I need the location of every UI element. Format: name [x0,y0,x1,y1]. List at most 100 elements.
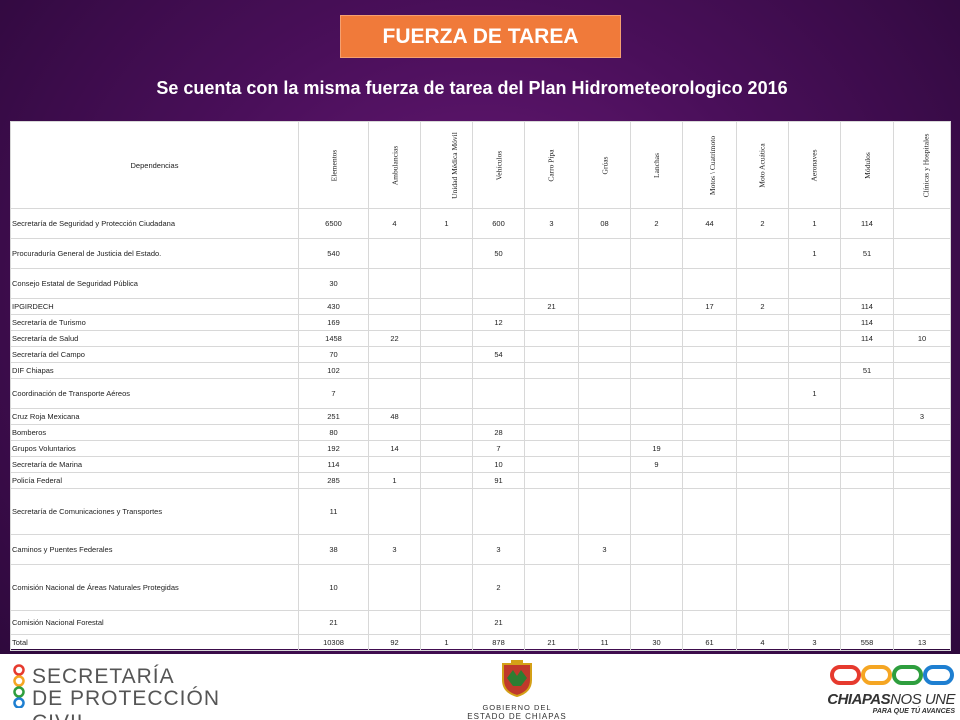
table-cell [368,346,421,363]
table-cell: 2 [736,298,789,315]
table-cell [840,564,894,611]
table-cell [578,456,631,473]
gob-line1: GOBIERNO DEL [482,703,552,712]
table-cell [788,424,841,441]
header-label: Grúas [599,156,609,174]
table-cell [630,378,683,409]
table-cell [420,610,473,635]
chiapas-bold: CHIAPAS [827,691,891,708]
table-cell [630,424,683,441]
table-cell: 10 [298,564,369,611]
table-cell [630,534,683,565]
table-cell: 50 [472,238,525,269]
table-cell [893,362,951,379]
table-cell: 2 [736,208,789,239]
table-cell [682,456,737,473]
table-cell [524,330,579,347]
table-cell: 2 [472,564,525,611]
table-row: Secretaría de Turismo 169 12 114 [10,314,951,331]
table-cell [840,610,894,635]
table-cell: 1 [788,378,841,409]
table-cell [368,488,421,535]
table-cell: 38 [298,534,369,565]
table-cell: 9 [630,456,683,473]
table-cell: 2 [630,208,683,239]
table-cell: 4 [736,634,789,651]
table-cell [524,314,579,331]
table-cell: 102 [298,362,369,379]
table-cell [736,472,789,489]
table-cell [893,208,951,239]
table-cell [788,314,841,331]
table-row: Comisión Nacional de Áreas Naturales Pro… [10,564,951,611]
table-cell [578,424,631,441]
table-cell [893,238,951,269]
table-cell [630,330,683,347]
table-row: Coordinación de Transporte Aéreos 7 1 [10,378,951,409]
table-cell [893,424,951,441]
header-column: Aeronaves [788,121,841,209]
table-cell: 19 [630,440,683,457]
table-cell [368,564,421,611]
table-cell [893,346,951,363]
table-cell [840,378,894,409]
table-cell [736,378,789,409]
table-row: Policía Federal 285 1 91 [10,472,951,489]
table-cell [893,488,951,535]
table-cell: 251 [298,408,369,425]
table-cell: 92 [368,634,421,651]
row-dependency-name: Secretaría de Turismo [10,314,299,331]
table-cell [578,314,631,331]
row-dependency-name: Bomberos [10,424,299,441]
table-cell [736,610,789,635]
table-cell [630,408,683,425]
table-cell [682,610,737,635]
table-header-row: Dependencias Elementos Ambulancias Unidad M… [10,121,951,209]
table-cell: 51 [840,238,894,269]
table-cell [840,346,894,363]
table-cell [578,268,631,299]
row-dependency-name: Secretaría de Seguridad y Protección Ciu… [10,208,299,239]
slide-subtitle: Se cuenta con la misma fuerza de tarea d… [156,78,788,98]
table-cell: 11 [298,488,369,535]
header-column: Motos \ Cuatrimoto [682,121,737,209]
table-row: Caminos y Puentes Federales 38 3 3 3 [10,534,951,565]
table-row: Comisión Nacional Forestal 21 21 [10,610,951,635]
table-cell: 114 [840,314,894,331]
table-cell [368,610,421,635]
table-cell [788,330,841,347]
table-cell [630,298,683,315]
table-cell [682,314,737,331]
header-column: Lanchas [630,121,683,209]
table-cell [524,610,579,635]
header-column: Vehículos [472,121,525,209]
table-cell [368,456,421,473]
table-cell [630,362,683,379]
table-cell [578,564,631,611]
table-cell [578,378,631,409]
header-label: Lanchas [652,152,661,178]
table-cell: 3 [472,534,525,565]
table-cell: 51 [840,362,894,379]
row-dependency-name: Cruz Roja Mexicana [10,408,299,425]
row-dependency-name: Caminos y Puentes Federales [10,534,299,565]
table-cell [682,472,737,489]
table-cell [524,440,579,457]
total-row: Total 10308 92 1 878 21 11 30 61 4 3 558 13 [10,634,951,651]
table-cell: 430 [298,298,369,315]
header-label: Unidad Médica Móvil [449,131,459,199]
table-cell: 7 [472,440,525,457]
table-cell [736,408,789,425]
table-cell [893,314,951,331]
table-cell [736,456,789,473]
table-cell: 114 [298,456,369,473]
chiapas-rest: NOS UNE [890,691,955,708]
table-cell [682,488,737,535]
table-cell: 30 [630,634,683,651]
table-row: IPGIRDECH 430 21 17 2 114 [10,298,951,315]
table-cell [368,298,421,315]
table-cell: 70 [298,346,369,363]
slide-title: FUERZA DE TAREA [340,15,621,58]
table-cell [736,314,789,331]
table-cell: 21 [472,610,525,635]
